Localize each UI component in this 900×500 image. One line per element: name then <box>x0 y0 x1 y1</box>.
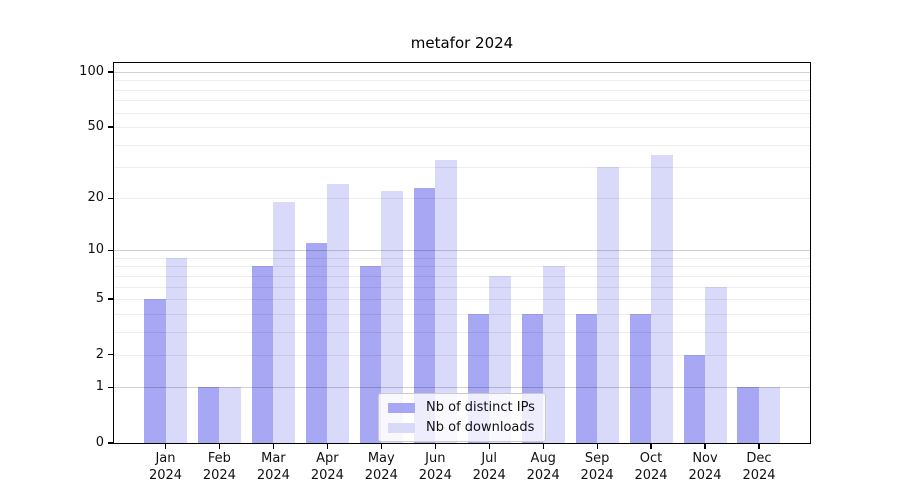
y-tick-label-10: 10 <box>87 242 104 258</box>
bar-downloads-dec <box>758 387 781 443</box>
legend-item-distinct-ips: Nb of distinct IPs <box>388 400 535 415</box>
gridline-8 <box>114 266 810 268</box>
gridline-70 <box>114 100 810 102</box>
gridline-30 <box>114 167 810 168</box>
bar-downloads-aug <box>543 266 565 443</box>
gridline-90 <box>114 80 810 82</box>
x-tick-mark <box>380 444 382 449</box>
gridline-2 <box>114 354 810 356</box>
legend-label-distinct-ips: Nb of distinct IPs <box>426 400 535 415</box>
bar-distinct-ips-jan <box>144 299 166 443</box>
y-tick-label-50: 50 <box>87 118 104 134</box>
y-tick-mark <box>108 354 113 356</box>
gridline-4 <box>114 313 810 315</box>
y-tick-mark <box>108 442 113 444</box>
x-tick-label-jun: Jun 2024 <box>418 451 452 483</box>
gridline-10 <box>114 250 810 252</box>
bar-distinct-ips-oct <box>629 313 652 443</box>
x-tick-mark <box>596 444 598 449</box>
bar-downloads-nov <box>705 286 727 443</box>
x-tick-mark <box>164 444 167 449</box>
x-tick-mark <box>758 444 760 449</box>
x-tick-mark <box>434 444 436 449</box>
bar-downloads-sep <box>597 167 619 443</box>
x-tick-label-may: May 2024 <box>364 451 398 483</box>
y-tick-mark <box>108 71 113 73</box>
plot-area: Nb of distinct IPs Nb of downloads <box>113 62 811 444</box>
gridline-50 <box>114 126 810 128</box>
gridline-3 <box>114 331 810 333</box>
gridline-6 <box>114 286 810 288</box>
x-tick-mark <box>650 444 652 449</box>
chart-title: metafor 2024 <box>410 34 514 52</box>
bar-distinct-ips-jun <box>413 187 436 443</box>
bar-downloads-jan <box>165 257 187 443</box>
x-tick-label-mar: Mar 2024 <box>256 451 290 483</box>
bar-downloads-apr <box>327 184 349 443</box>
y-tick-mark <box>108 386 113 388</box>
gridline-20 <box>114 198 810 200</box>
bar-distinct-ips-mar <box>251 266 274 443</box>
gridline-100 <box>114 72 810 73</box>
gridline-40 <box>114 144 810 146</box>
bar-downloads-feb <box>219 387 241 443</box>
x-tick-mark <box>272 444 275 449</box>
x-tick-mark <box>488 444 490 449</box>
bar-distinct-ips-may <box>359 266 382 443</box>
bar-distinct-ips-dec <box>737 387 759 443</box>
x-tick-label-apr: Apr 2024 <box>310 451 344 483</box>
y-tick-mark <box>108 298 113 300</box>
x-tick-label-nov: Nov 2024 <box>688 451 722 483</box>
y-tick-label-5: 5 <box>95 291 104 306</box>
legend: Nb of distinct IPs Nb of downloads <box>378 393 546 442</box>
bar-distinct-ips-sep <box>575 313 598 443</box>
bar-downloads-jun <box>435 159 457 443</box>
x-tick-label-oct: Oct 2024 <box>634 451 668 483</box>
gridline-60 <box>114 112 810 114</box>
y-tick-mark <box>108 249 113 251</box>
x-tick-label-feb: Feb 2024 <box>202 451 236 483</box>
bar-distinct-ips-feb <box>197 387 220 443</box>
x-tick-mark <box>704 444 706 449</box>
legend-swatch-distinct-ips <box>388 402 415 413</box>
bar-distinct-ips-apr <box>305 243 328 443</box>
bar-downloads-mar <box>273 202 295 443</box>
y-tick-label-0: 0 <box>95 435 104 450</box>
bar-downloads-oct <box>651 154 673 443</box>
bar-downloads-may <box>381 191 403 443</box>
x-tick-label-sep: Sep 2024 <box>580 451 614 483</box>
y-tick-label-2: 2 <box>95 346 104 362</box>
gridline-1 <box>114 387 810 389</box>
legend-label-downloads: Nb of downloads <box>426 420 535 435</box>
x-tick-label-jan: Jan 2024 <box>148 451 183 483</box>
x-tick-label-aug: Aug 2024 <box>526 451 560 483</box>
legend-swatch-downloads <box>388 422 415 433</box>
gridline-80 <box>114 89 810 91</box>
x-tick-label-dec: Dec 2024 <box>742 451 776 483</box>
x-tick-label-jul: Jul 2024 <box>472 451 506 483</box>
legend-item-downloads: Nb of downloads <box>388 420 535 435</box>
y-tick-mark <box>108 126 113 128</box>
y-tick-mark <box>108 197 113 199</box>
gridline-9 <box>114 257 810 259</box>
y-tick-label-20: 20 <box>87 190 104 206</box>
x-tick-mark <box>218 444 221 449</box>
gridline-7 <box>114 275 810 277</box>
grid-layer <box>114 63 810 443</box>
y-tick-label-1: 1 <box>95 379 104 395</box>
gridline-5 <box>114 299 810 300</box>
x-tick-mark <box>326 444 329 449</box>
x-tick-mark <box>542 444 544 449</box>
y-tick-label-100: 100 <box>79 64 104 79</box>
bar-distinct-ips-nov <box>683 354 705 443</box>
